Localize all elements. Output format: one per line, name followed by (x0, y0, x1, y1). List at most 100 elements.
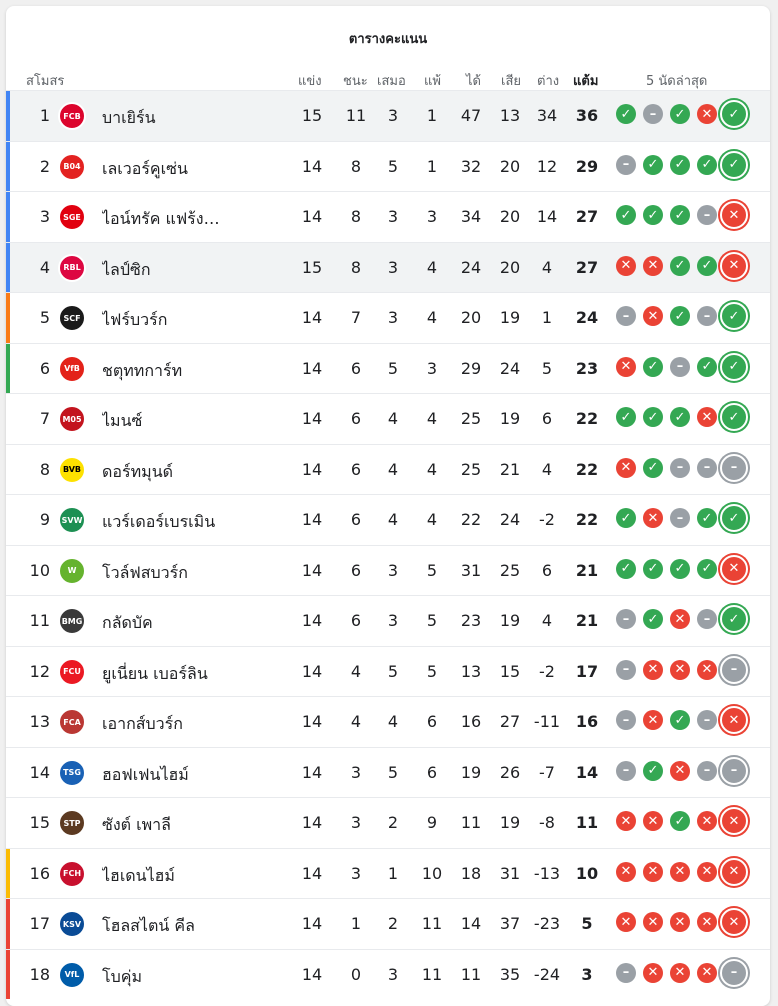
loss-x-icon[interactable]: ✕ (720, 807, 748, 835)
draw-dash-icon[interactable]: – (616, 760, 636, 781)
loss-x-icon[interactable]: ✕ (643, 962, 663, 983)
win-check-icon[interactable]: ✓ (643, 407, 663, 427)
loss-x-icon[interactable]: ✕ (643, 508, 663, 528)
table-row-13[interactable]: 13 FCA เอากส์บวร์ก 14 4 4 6 16 27 -11 16… (6, 696, 770, 747)
club-name[interactable]: ไฮเดนไฮม์ (102, 865, 175, 885)
table-row-3[interactable]: 3 SGE ไอน์ทรัค แฟร้ง… 14 8 3 3 34 20 14 … (6, 191, 770, 242)
loss-x-icon[interactable]: ✕ (720, 554, 748, 583)
club-name[interactable]: โบคุ่ม (102, 966, 142, 986)
table-row-17[interactable]: 17 KSV โฮลสไตน์ คีล 14 1 2 11 14 37 -23 … (6, 898, 770, 949)
win-check-icon[interactable]: ✓ (643, 760, 663, 781)
win-check-icon[interactable]: ✓ (670, 710, 690, 730)
table-row-1[interactable]: 1 FCB บาเยิร์น 15 11 3 1 47 13 34 36 ✓ – ✓… (6, 90, 770, 141)
table-row-4[interactable]: 4 RBL ไลป์ซิก 15 8 3 4 24 20 4 27 ✕ ✕ ✓ ✓ ✕ (6, 241, 770, 292)
draw-dash-icon[interactable]: – (616, 154, 636, 175)
win-check-icon[interactable]: ✓ (697, 154, 717, 175)
loss-x-icon[interactable]: ✕ (720, 251, 748, 280)
club-name[interactable]: ไฟร์บวร์ก (102, 310, 168, 329)
table-row-15[interactable]: 15 STP ซังต์ เพาลี 14 3 2 9 11 19 -8 11 … (6, 797, 770, 848)
draw-dash-icon[interactable]: – (720, 756, 748, 785)
table-row-8[interactable]: 8 BVB ดอร์ทมุนด์ 14 6 4 4 25 21 4 22 ✕ ✓ –… (6, 443, 770, 495)
club-name[interactable]: แวร์เดอร์เบรเมิน (102, 512, 216, 531)
loss-x-icon[interactable]: ✕ (697, 811, 717, 831)
club-name[interactable]: โวล์ฟสบวร์ก (102, 562, 188, 582)
win-check-icon[interactable]: ✓ (643, 356, 663, 377)
win-check-icon[interactable]: ✓ (670, 558, 690, 579)
draw-dash-icon[interactable]: – (697, 457, 717, 478)
draw-dash-icon[interactable]: – (643, 104, 663, 124)
loss-x-icon[interactable]: ✕ (643, 255, 663, 276)
win-check-icon[interactable]: ✓ (643, 609, 663, 629)
table-row-6[interactable]: 6 VfB ชตุททการ์ท 14 6 5 3 29 24 5 23 ✕ ✓ –… (6, 342, 770, 393)
draw-dash-icon[interactable]: – (616, 710, 636, 730)
table-row-7[interactable]: 7 M05 ไมนซ์ 14 6 4 4 25 19 6 22 ✓ ✓ ✓ ✕ ✓ (6, 393, 770, 444)
draw-dash-icon[interactable]: – (616, 306, 636, 326)
club-name[interactable]: ฮอฟเฟนไฮม์ (102, 764, 189, 784)
loss-x-icon[interactable]: ✕ (720, 201, 748, 229)
loss-x-icon[interactable]: ✕ (643, 811, 663, 831)
win-check-icon[interactable]: ✓ (643, 154, 663, 175)
table-row-9[interactable]: 9 SVW แวร์เดอร์เบรเมิน 14 6 4 4 22 24 -2… (6, 494, 770, 545)
loss-x-icon[interactable]: ✕ (616, 356, 636, 377)
table-row-14[interactable]: 14 TSG ฮอฟเฟนไฮม์ 14 3 5 6 19 26 -7 14 –… (6, 746, 770, 798)
loss-x-icon[interactable]: ✕ (670, 912, 690, 932)
draw-dash-icon[interactable]: – (720, 453, 748, 482)
win-check-icon[interactable]: ✓ (697, 558, 717, 579)
draw-dash-icon[interactable]: – (616, 609, 636, 629)
loss-x-icon[interactable]: ✕ (697, 104, 717, 124)
win-check-icon[interactable]: ✓ (720, 150, 748, 179)
draw-dash-icon[interactable]: – (720, 655, 748, 684)
win-check-icon[interactable]: ✓ (670, 407, 690, 427)
loss-x-icon[interactable]: ✕ (643, 912, 663, 932)
draw-dash-icon[interactable]: – (697, 205, 717, 225)
win-check-icon[interactable]: ✓ (616, 205, 636, 225)
win-check-icon[interactable]: ✓ (643, 457, 663, 478)
loss-x-icon[interactable]: ✕ (643, 659, 663, 680)
loss-x-icon[interactable]: ✕ (697, 962, 717, 983)
win-check-icon[interactable]: ✓ (670, 255, 690, 276)
loss-x-icon[interactable]: ✕ (616, 811, 636, 831)
win-check-icon[interactable]: ✓ (643, 205, 663, 225)
loss-x-icon[interactable]: ✕ (697, 659, 717, 680)
club-name[interactable]: ไลป์ซิก (102, 259, 151, 279)
draw-dash-icon[interactable]: – (670, 457, 690, 478)
win-check-icon[interactable]: ✓ (670, 205, 690, 225)
table-row-5[interactable]: 5 SCF ไฟร์บวร์ก 14 7 3 4 20 19 1 24 – ✕ ✓ –… (6, 292, 770, 343)
win-check-icon[interactable]: ✓ (670, 811, 690, 831)
club-name[interactable]: ซังต์ เพาลี (102, 815, 171, 834)
loss-x-icon[interactable]: ✕ (616, 255, 636, 276)
loss-x-icon[interactable]: ✕ (670, 861, 690, 882)
win-check-icon[interactable]: ✓ (720, 403, 748, 431)
draw-dash-icon[interactable]: – (697, 710, 717, 730)
table-row-16[interactable]: 16 FCH ไฮเดนไฮม์ 14 3 1 10 18 31 -13 10 … (6, 847, 770, 898)
club-name[interactable]: โฮลสไตน์ คีล (102, 916, 195, 935)
win-check-icon[interactable]: ✓ (697, 508, 717, 528)
loss-x-icon[interactable]: ✕ (670, 760, 690, 781)
draw-dash-icon[interactable]: – (697, 609, 717, 629)
draw-dash-icon[interactable]: – (616, 659, 636, 680)
win-check-icon[interactable]: ✓ (720, 302, 748, 330)
table-row-12[interactable]: 12 FCU ยูเนี่ยน เบอร์ลิน 14 4 5 5 13 15 … (6, 645, 770, 697)
club-name[interactable]: ดอร์ทมุนด์ (102, 461, 174, 481)
win-check-icon[interactable]: ✓ (697, 255, 717, 276)
loss-x-icon[interactable]: ✕ (720, 857, 748, 886)
loss-x-icon[interactable]: ✕ (697, 407, 717, 427)
club-name[interactable]: เลเวอร์คูเซ่น (102, 158, 188, 178)
win-check-icon[interactable]: ✓ (720, 100, 748, 128)
loss-x-icon[interactable]: ✕ (616, 457, 636, 478)
table-row-10[interactable]: 10 W โวล์ฟสบวร์ก 14 6 3 5 31 25 6 21 ✓ ✓ ✓… (6, 544, 770, 596)
club-name[interactable]: เอากส์บวร์ก (102, 714, 183, 733)
table-row-11[interactable]: 11 BMG กลัดบัค 14 6 3 5 23 19 4 21 – ✓ ✕ – ✓ (6, 595, 770, 646)
win-check-icon[interactable]: ✓ (616, 558, 636, 579)
loss-x-icon[interactable]: ✕ (670, 609, 690, 629)
loss-x-icon[interactable]: ✕ (643, 861, 663, 882)
table-row-18[interactable]: 18 VfL โบคุ่ม 14 0 3 11 11 35 -24 3 – ✕ ✕ ✕… (6, 948, 770, 999)
win-check-icon[interactable]: ✓ (643, 558, 663, 579)
club-name[interactable]: บาเยิร์น (102, 108, 156, 127)
win-check-icon[interactable]: ✓ (720, 605, 748, 633)
club-name[interactable]: ไอน์ทรัค แฟร้ง… (102, 209, 220, 228)
loss-x-icon[interactable]: ✕ (670, 659, 690, 680)
loss-x-icon[interactable]: ✕ (720, 908, 748, 936)
win-check-icon[interactable]: ✓ (616, 104, 636, 124)
club-name[interactable]: ไมนซ์ (102, 411, 143, 430)
